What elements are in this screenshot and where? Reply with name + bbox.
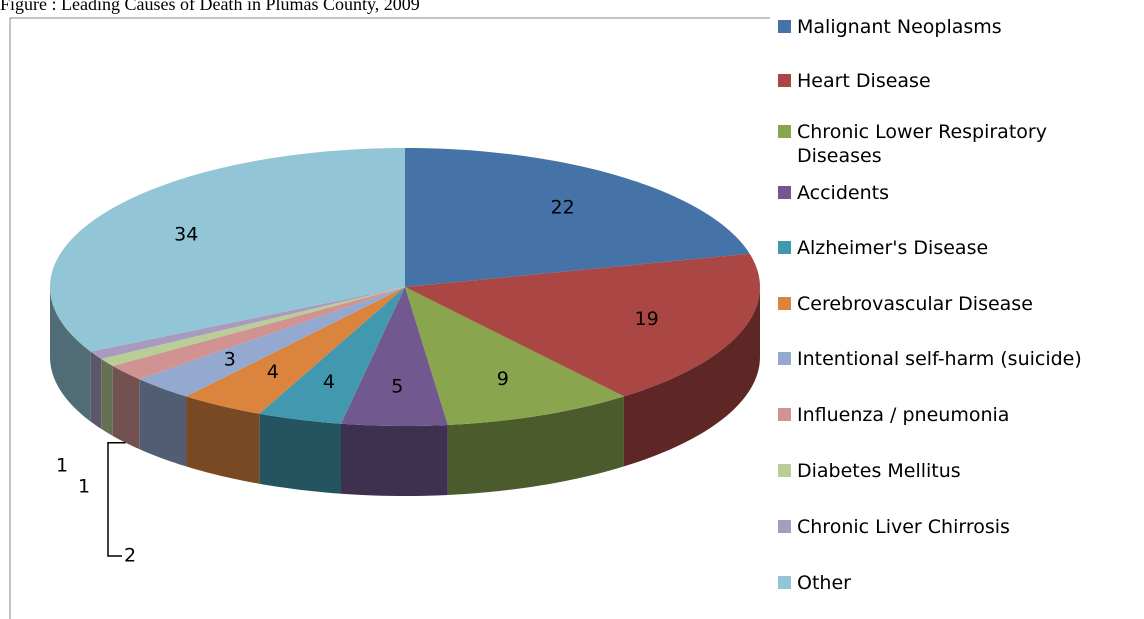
pie-slice [139, 287, 405, 397]
legend-swatch [778, 125, 791, 138]
pie-slice [90, 287, 405, 359]
pie-slice [186, 287, 405, 414]
data-label: 1 [78, 476, 90, 498]
legend-label: Other [797, 572, 851, 594]
legend-label: Cerebrovascular Disease [797, 293, 1033, 315]
pie-slice [405, 253, 760, 397]
pie-side [101, 358, 113, 436]
data-label: 22 [551, 197, 575, 219]
legend-swatch [778, 74, 791, 87]
pie-slice [405, 148, 750, 287]
legend-label: Chronic Lower Respiratory Diseases [797, 121, 1047, 167]
legend-label: Heart Disease [797, 70, 931, 92]
legend-item: Malignant Neoplasms [778, 15, 1097, 39]
legend-swatch [778, 297, 791, 310]
legend-item: Chronic Lower Respiratory Diseases [778, 120, 1097, 168]
legend-label: Intentional self-harm (suicide) [797, 348, 1082, 370]
pie-side [139, 379, 187, 467]
legend-item: Accidents [778, 181, 1097, 205]
pie-side [112, 365, 140, 450]
legend-swatch [778, 464, 791, 477]
legend-swatch [778, 241, 791, 254]
pie-slice [101, 287, 406, 366]
chart-frame [9, 17, 770, 619]
data-label: 1 [56, 455, 68, 477]
leader-line [107, 441, 126, 557]
pie-side [186, 396, 260, 484]
chart-title: Figure : Leading Causes of Death in Plum… [0, 0, 420, 14]
legend-item: Cerebrovascular Disease [778, 292, 1097, 316]
legend-label: Diabetes Mellitus [797, 460, 961, 482]
legend-item: Chronic Liver Chirrosis [778, 515, 1097, 539]
pie-side [623, 287, 760, 467]
data-label: 2 [124, 545, 136, 567]
data-label: 4 [323, 371, 335, 393]
pie-slice [405, 287, 624, 425]
legend-label: Chronic Liver Chirrosis [797, 516, 1010, 538]
legend-label: Influenza / pneumonia [797, 404, 1010, 426]
data-label: 4 [267, 361, 279, 383]
data-label: 3 [224, 348, 236, 370]
legend-item: Heart Disease [778, 69, 1097, 93]
pie-side [341, 423, 448, 496]
legend-swatch [778, 20, 791, 33]
legend-label: Malignant Neoplasms [797, 16, 1002, 38]
data-label: 19 [635, 308, 659, 330]
pie-side [50, 287, 91, 422]
legend-label: Alzheimer's Disease [797, 237, 989, 259]
pie-slice [341, 287, 448, 426]
data-label: 9 [497, 368, 509, 390]
legend-swatch [778, 186, 791, 199]
legend-swatch [778, 576, 791, 589]
legend-swatch [778, 352, 791, 365]
data-label: 34 [174, 224, 198, 246]
legend-item: Alzheimer's Disease [778, 236, 1097, 260]
legend-label: Accidents [797, 182, 889, 204]
pie-side [90, 351, 102, 429]
pie-side [447, 396, 624, 495]
legend-item: Diabetes Mellitus [778, 459, 1097, 483]
pie-slice [112, 287, 405, 380]
legend-swatch [778, 520, 791, 533]
legend-swatch [778, 408, 791, 421]
legend-item: Influenza / pneumonia [778, 403, 1097, 427]
pie-slice [50, 148, 405, 352]
legend-item: Other [778, 571, 1097, 595]
data-label: 5 [391, 376, 403, 398]
pie-side [259, 413, 342, 494]
legend-item: Intentional self-harm (suicide) [778, 347, 1097, 371]
pie-slice [259, 287, 405, 424]
